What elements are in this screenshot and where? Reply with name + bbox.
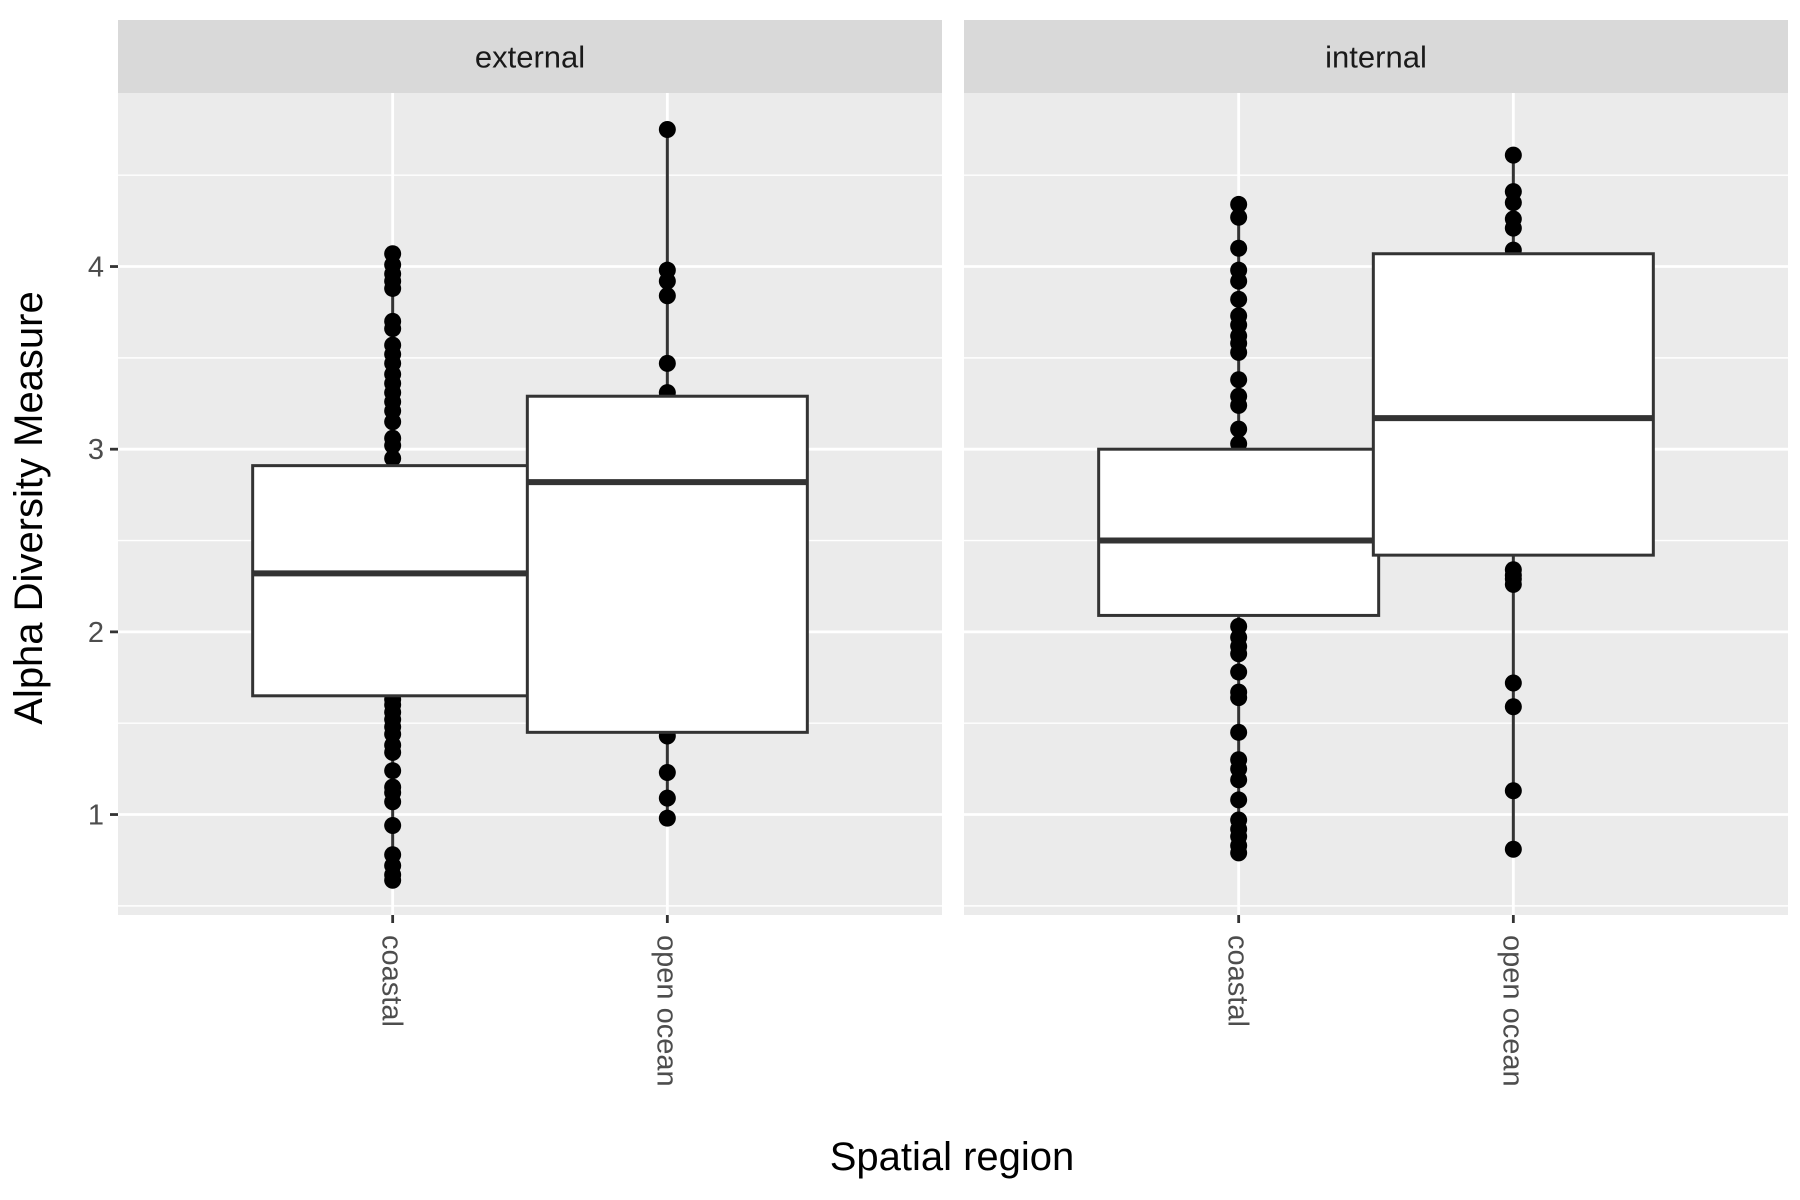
facet-label: internal <box>1325 40 1427 75</box>
facet-label: external <box>475 40 585 75</box>
data-point <box>1230 683 1248 701</box>
x-tick-label: coastal <box>376 935 408 1027</box>
data-point <box>1230 723 1248 741</box>
data-point <box>384 312 402 330</box>
data-point <box>1230 791 1248 809</box>
data-point <box>1230 617 1248 635</box>
x-tick-label: open ocean <box>1496 935 1528 1087</box>
box-open-ocean <box>1371 146 1655 858</box>
x-tick-label: coastal <box>1222 935 1254 1027</box>
facet-strip <box>964 20 1788 93</box>
data-point <box>1230 307 1248 325</box>
data-point <box>1504 782 1522 800</box>
data-point <box>384 778 402 796</box>
box-open-ocean <box>525 121 809 827</box>
box-body <box>1097 447 1381 617</box>
data-point <box>1230 811 1248 829</box>
data-point <box>1504 146 1522 164</box>
facet-strip <box>118 20 942 93</box>
facet-panel-internal: internal coastal open ocean <box>964 20 1788 1087</box>
box-body <box>1371 252 1655 557</box>
facet-panel-external: external coastal open ocean <box>118 20 942 1087</box>
box-body <box>525 394 809 734</box>
data-point <box>658 261 676 279</box>
data-point <box>1230 239 1248 257</box>
y-axis-title: Alpha Diversity Measure <box>7 291 51 725</box>
data-point <box>1230 208 1248 226</box>
data-point <box>384 429 402 447</box>
data-point <box>1504 210 1522 228</box>
y-tick-label: 1 <box>88 800 104 832</box>
data-point <box>1230 290 1248 308</box>
data-point <box>1230 663 1248 681</box>
data-point <box>658 789 676 807</box>
plot-area: external coastal open ocean internal coastal… <box>88 20 1788 1087</box>
data-point <box>658 764 676 782</box>
data-point <box>658 287 676 305</box>
data-point <box>384 449 402 467</box>
data-point <box>1230 420 1248 438</box>
data-point <box>1504 840 1522 858</box>
data-point <box>384 336 402 354</box>
data-point <box>1504 674 1522 692</box>
y-tick-label: 3 <box>88 434 104 466</box>
data-point <box>1504 698 1522 716</box>
data-point <box>384 816 402 834</box>
data-point <box>1504 561 1522 579</box>
data-point <box>658 354 676 372</box>
data-point <box>384 245 402 263</box>
data-point <box>658 121 676 139</box>
data-point <box>384 846 402 864</box>
y-tick-label: 2 <box>88 617 104 649</box>
data-point <box>1230 195 1248 213</box>
box-coastal <box>251 245 535 889</box>
data-point <box>1230 371 1248 389</box>
data-point <box>1230 261 1248 279</box>
box-coastal <box>1097 195 1381 862</box>
data-point <box>1230 387 1248 405</box>
y-tick-label: 4 <box>88 252 104 284</box>
y-axis: 1 2 3 4 <box>88 252 118 832</box>
x-axis-title: Spatial region <box>830 1135 1075 1179</box>
box-body <box>251 464 535 698</box>
data-point <box>384 762 402 780</box>
data-point <box>1230 751 1248 769</box>
data-point <box>658 809 676 827</box>
data-point <box>1504 183 1522 201</box>
x-tick-label: open ocean <box>650 935 682 1087</box>
